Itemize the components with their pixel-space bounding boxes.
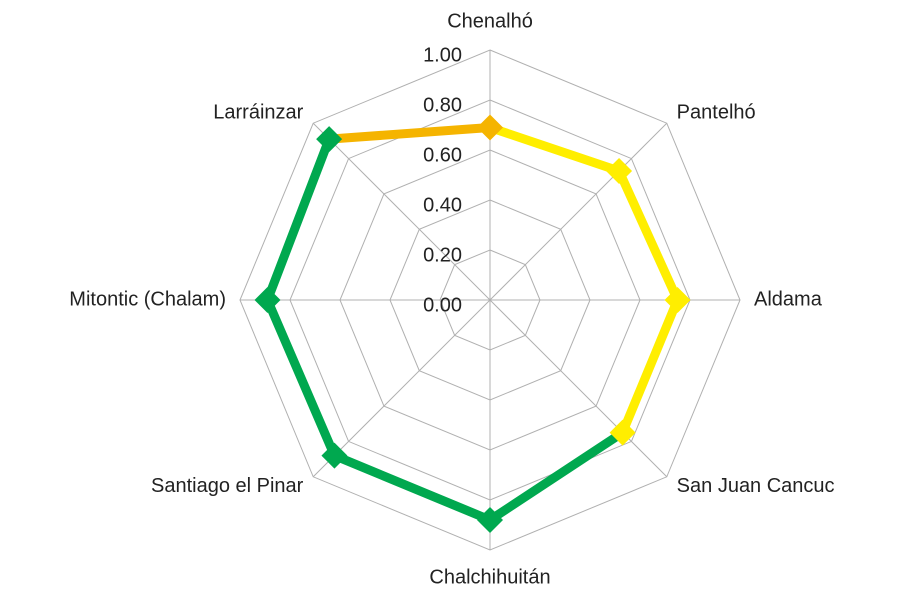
y-tick-label: 1.00 [423, 44, 462, 66]
marker [664, 287, 691, 313]
marker [316, 126, 343, 153]
marker [477, 114, 503, 141]
marker [321, 442, 348, 469]
marker [254, 287, 281, 313]
spoke [312, 299, 491, 478]
category-label: Larráinzar [213, 102, 303, 124]
category-label: Pantelhó [677, 102, 756, 124]
category-label: Chalchihuitán [429, 566, 550, 588]
segment [485, 123, 624, 176]
marker [606, 157, 633, 184]
segment [618, 295, 682, 438]
category-label: San Juan Cancuc [677, 475, 835, 497]
y-tick-label: 0.00 [423, 294, 462, 316]
marker [477, 507, 503, 533]
segment [329, 451, 495, 525]
marker [609, 419, 636, 446]
spoke [489, 299, 668, 478]
y-tick-label: 0.80 [423, 94, 462, 116]
segment [263, 134, 334, 305]
category-label: Chenalhó [447, 10, 533, 32]
y-tick-label: 0.40 [423, 194, 462, 216]
spoke [489, 122, 668, 301]
y-tick-label: 0.60 [423, 144, 462, 166]
segment [485, 428, 628, 525]
spoke [312, 122, 491, 301]
category-label: Santiago el Pinar [151, 475, 304, 497]
category-label: Mitontic (Chalam) [69, 288, 226, 310]
y-tick-label: 0.20 [423, 244, 462, 266]
category-label: Aldama [754, 288, 823, 310]
segment [324, 123, 495, 144]
segment [614, 166, 682, 305]
segment [263, 295, 339, 461]
